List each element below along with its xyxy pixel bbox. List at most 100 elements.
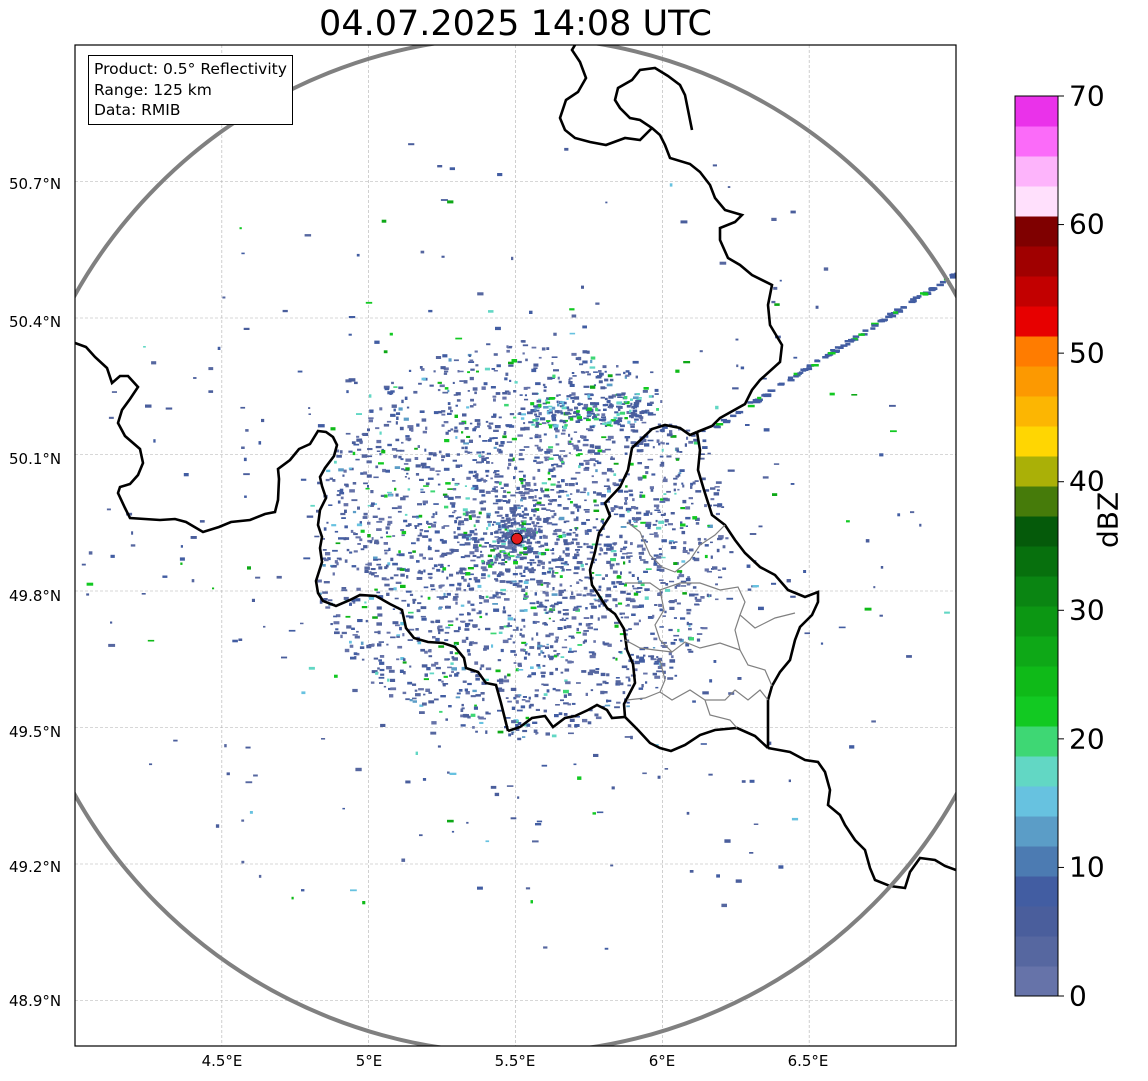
echo-pixel [632, 605, 638, 609]
echo-pixel [673, 477, 678, 480]
echo-pixel [574, 724, 580, 727]
echo-pixel [604, 403, 609, 406]
echo-pixel [378, 641, 384, 643]
echo-pixel [402, 495, 409, 498]
echo-pixel [563, 589, 566, 592]
echo-pixel [241, 819, 245, 822]
echo-pixel [496, 596, 501, 599]
echo-pixel [501, 536, 504, 539]
echo-pixel [491, 544, 498, 547]
echo-pixel [490, 785, 497, 789]
echo-pixel [436, 596, 442, 598]
echo-pixel [372, 515, 378, 518]
echo-pixel [569, 417, 574, 421]
echo-pixel [507, 638, 512, 640]
echo-pixel [507, 673, 511, 677]
echo-pixel [457, 526, 461, 531]
echo-pixel [542, 590, 546, 594]
echo-pixel [577, 440, 581, 443]
echo-pixel [457, 582, 462, 586]
echo-pixel [647, 458, 654, 461]
echo-pixel [709, 679, 713, 683]
echo-pixel [446, 592, 451, 596]
echo-pixel [414, 457, 419, 460]
echo-pixel [490, 532, 493, 536]
echo-pixel [493, 531, 499, 534]
echo-pixel [576, 561, 583, 565]
echo-pixel [376, 439, 382, 444]
echo-pixel [624, 400, 628, 403]
echo-pixel [665, 442, 670, 445]
echo-pixel [655, 519, 658, 523]
echo-pixel [654, 388, 659, 392]
echo-pixel [640, 438, 647, 443]
echo-pixel [507, 520, 511, 524]
echo-pixel [383, 423, 390, 427]
echo-pixel [576, 593, 582, 596]
echo-pixel [464, 628, 470, 631]
echo-pixel [650, 512, 653, 515]
echo-pixel [659, 568, 665, 572]
echo-pixel [581, 435, 587, 439]
echo-pixel [516, 504, 520, 507]
colorbar-swatch [1015, 156, 1058, 187]
echo-pixel [465, 636, 469, 640]
echo-pixel [513, 529, 519, 533]
echo-pixel [495, 522, 501, 525]
echo-pixel [628, 571, 632, 574]
echo-pixel [513, 545, 517, 549]
echo-pixel [549, 377, 555, 379]
echo-pixel [390, 636, 396, 639]
echo-pixel [452, 488, 457, 491]
echo-pixel [334, 560, 338, 564]
echo-pixel [479, 667, 482, 671]
echo-pixel [459, 543, 465, 546]
echo-pixel [449, 583, 455, 587]
echo-pixel [509, 379, 512, 382]
colorbar-swatch [1015, 936, 1058, 967]
echo-pixel [529, 437, 533, 440]
echo-pixel [409, 593, 414, 596]
echo-pixel [533, 514, 536, 517]
echo-pixel [450, 428, 454, 431]
echo-pixel [537, 646, 541, 650]
echo-pixel [540, 671, 546, 674]
echo-pixel [664, 588, 671, 592]
echo-pixel [559, 583, 563, 587]
echo-pixel [485, 647, 489, 650]
echo-pixel [492, 594, 497, 598]
echo-pixel [586, 415, 591, 417]
echo-pixel [448, 515, 454, 518]
echo-pixel [440, 366, 446, 370]
echo-pixel [527, 568, 533, 572]
echo-pixel [697, 537, 701, 541]
echo-pixel [498, 416, 502, 419]
echo-pixel [673, 488, 676, 492]
echo-pixel [643, 654, 646, 657]
echo-pixel [677, 576, 680, 580]
echo-pixel [625, 633, 628, 636]
echo-pixel [282, 309, 288, 313]
echo-pixel [583, 617, 590, 619]
echo-pixel [662, 645, 668, 648]
echo-pixel [525, 651, 528, 655]
echo-pixel [610, 864, 614, 867]
echo-pixel [396, 449, 402, 452]
echo-pixel [686, 811, 690, 815]
echo-pixel [306, 515, 314, 518]
echo-pixel [487, 425, 491, 428]
echo-pixel [419, 834, 423, 837]
echo-pixel [517, 360, 522, 364]
echo-pixel [535, 415, 540, 418]
echo-pixel [406, 472, 409, 475]
echo-pixel [586, 519, 590, 521]
echo-pixel [563, 539, 568, 543]
echo-pixel [425, 482, 430, 486]
echo-pixel [523, 569, 526, 573]
echo-pixel [493, 521, 496, 524]
echo-pixel [551, 515, 555, 519]
echo-pixel [473, 532, 478, 536]
echo-pixel [521, 484, 527, 488]
echo-pixel [571, 616, 577, 620]
echo-pixel [680, 585, 687, 587]
